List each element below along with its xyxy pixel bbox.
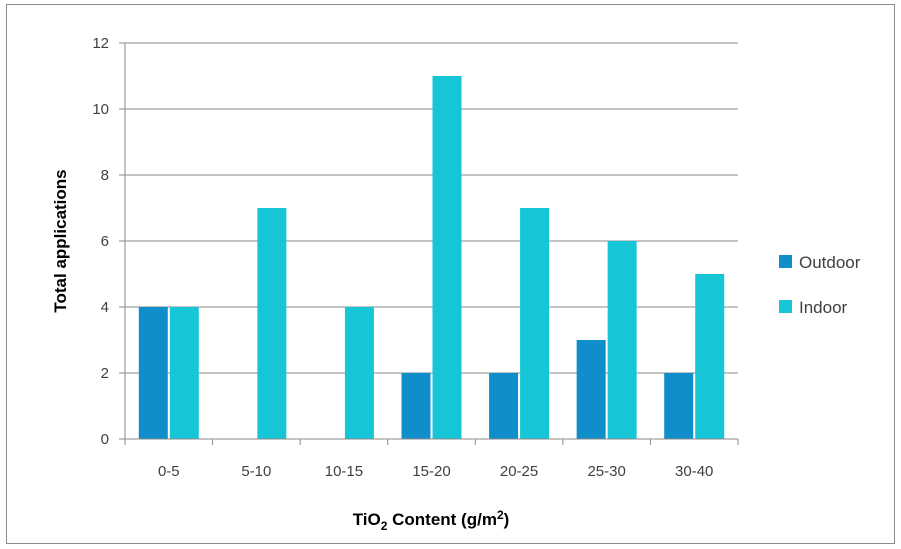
y-axis-title: Total applications (51, 169, 70, 312)
y-tick-labels: 0 2 4 6 8 10 12 (92, 35, 109, 448)
bar-indoor-30-40 (695, 274, 725, 439)
legend-label-indoor: Indoor (799, 298, 848, 317)
bar-indoor-10-15 (344, 307, 374, 439)
y-tick-label: 2 (101, 365, 109, 382)
bar-indoor-20-25 (520, 208, 550, 439)
bar-outdoor-0-5 (138, 307, 168, 439)
axes (124, 43, 739, 445)
bar-outdoor-25-30 (576, 340, 606, 439)
y-tick-label: 6 (101, 233, 109, 250)
y-tick-label: 4 (101, 299, 109, 316)
legend-label-outdoor: Outdoor (799, 253, 861, 272)
bar-indoor-25-30 (607, 241, 637, 439)
bar-outdoor-30-40 (664, 373, 694, 439)
y-tick-label: 10 (92, 101, 109, 118)
bar-indoor-5-10 (257, 208, 287, 439)
legend: Outdoor Indoor (779, 253, 861, 317)
x-axis-title: TiO2 Content (g/m2) (353, 508, 510, 533)
y-tick-label: 0 (101, 431, 109, 448)
bar-outdoor-15-20 (401, 373, 431, 439)
legend-swatch-outdoor (779, 255, 792, 268)
x-tick-label: 5-10 (241, 463, 271, 480)
bars (138, 76, 725, 439)
x-tick-labels: 0-5 5-10 10-15 15-20 20-25 25-30 30-40 (158, 463, 713, 480)
x-tick-label: 0-5 (158, 463, 180, 480)
x-tick-label: 15-20 (412, 463, 450, 480)
bar-indoor-0-5 (169, 307, 199, 439)
x-tick-label: 25-30 (587, 463, 625, 480)
y-tick-label: 12 (92, 35, 109, 52)
bar-indoor-15-20 (432, 76, 462, 439)
x-tick-label: 10-15 (325, 463, 363, 480)
x-tick-label: 20-25 (500, 463, 538, 480)
y-tick-label: 8 (101, 167, 109, 184)
legend-swatch-indoor (779, 300, 792, 313)
x-tick-label: 30-40 (675, 463, 713, 480)
bar-outdoor-20-25 (489, 373, 519, 439)
